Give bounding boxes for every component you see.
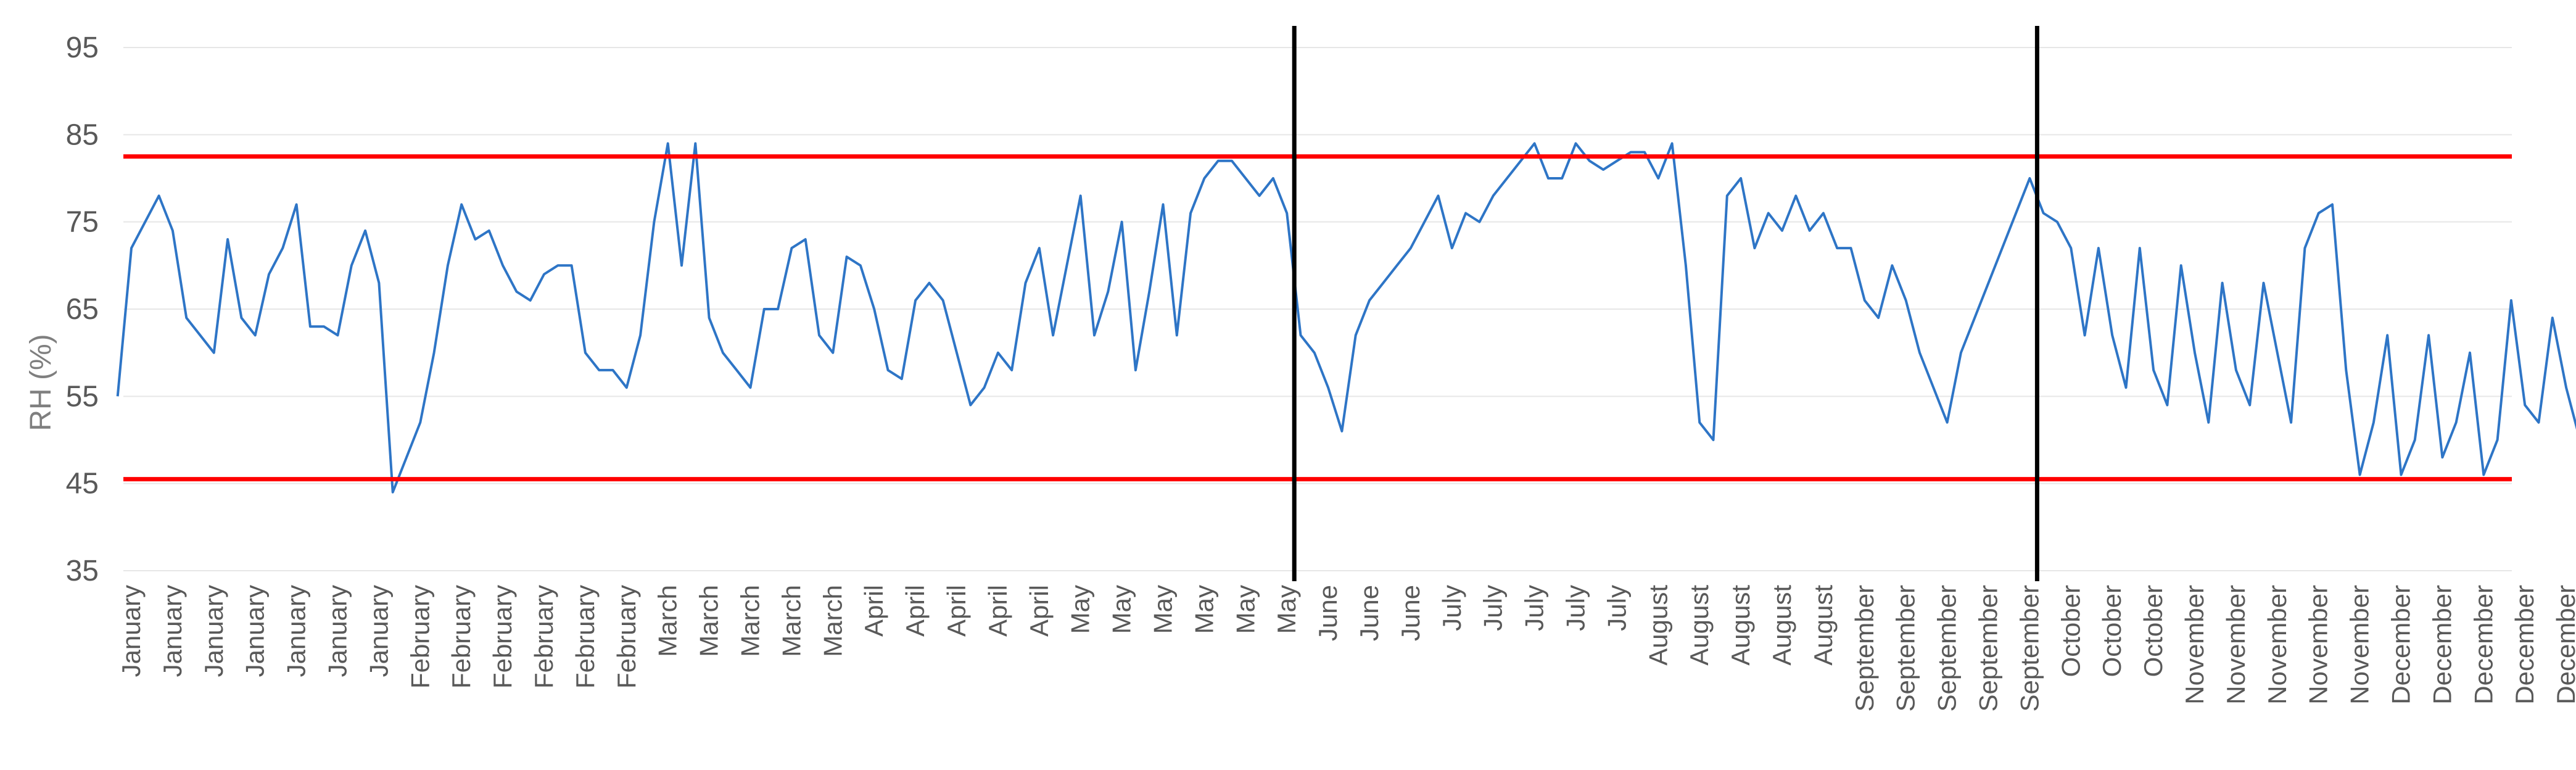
x-tick-label: October — [2139, 585, 2168, 677]
x-tick-label: June — [1355, 585, 1384, 641]
x-tick-label: October — [2097, 585, 2126, 677]
x-tick-label: April — [983, 585, 1012, 637]
x-tick-label: July — [1520, 585, 1549, 631]
x-tick-label: August — [1726, 585, 1755, 666]
x-tick-label: December — [2469, 585, 2498, 705]
y-axis-label: RH (%) — [25, 334, 57, 431]
x-tick-label: May — [1066, 585, 1095, 634]
x-tick-label: November — [2221, 585, 2250, 705]
x-tick-label: February — [529, 585, 558, 689]
x-tick-label: November — [2304, 585, 2333, 705]
x-tick-label: May — [1272, 585, 1301, 634]
y-tick-label: 75 — [66, 206, 99, 239]
x-tick-label: December — [2551, 585, 2576, 705]
x-tick-label: March — [777, 585, 806, 657]
x-tick-label: June — [1396, 585, 1425, 641]
x-tick-label: January — [364, 585, 393, 677]
x-tick-label: April — [859, 585, 888, 637]
x-tick-label: January — [282, 585, 311, 677]
x-tick-label: January — [117, 585, 146, 677]
gridlines — [123, 47, 2512, 571]
y-tick-label: 35 — [66, 555, 99, 587]
x-tick-label: March — [695, 585, 724, 657]
x-tick-label: May — [1149, 585, 1178, 634]
x-tick-label: December — [2387, 585, 2416, 705]
x-tick-label: March — [818, 585, 847, 657]
x-tick-label: February — [488, 585, 517, 689]
x-tick-label: February — [447, 585, 476, 689]
x-tick-label: August — [1685, 585, 1714, 666]
x-tick-label: September — [1933, 585, 1962, 711]
x-tick-label: September — [2015, 585, 2044, 711]
vertical-reference-lines — [1292, 26, 2039, 581]
x-tick-label: January — [158, 585, 187, 677]
x-tick-label: July — [1437, 585, 1466, 631]
x-tick-label: August — [1767, 585, 1796, 666]
x-tick-label: January — [199, 585, 228, 677]
x-tick-label: July — [1479, 585, 1508, 631]
y-tick-label: 65 — [66, 293, 99, 326]
horizontal-reference-lines — [123, 154, 2512, 482]
x-tick-label: March — [736, 585, 765, 657]
series-group — [116, 142, 2576, 494]
x-tick-label: September — [1974, 585, 2003, 711]
x-tick-label: December — [2510, 585, 2539, 705]
x-tick-label: November — [2180, 585, 2209, 705]
y-tick-labels: 35 45 55 65 75 85 95 — [66, 31, 99, 587]
y-tick-label: 95 — [66, 31, 99, 64]
x-tick-label: May — [1231, 585, 1260, 634]
x-tick-label: November — [2345, 585, 2374, 705]
x-tick-label: May — [1107, 585, 1136, 634]
x-tick-label: December — [2427, 585, 2456, 705]
x-tick-label: September — [1891, 585, 1920, 711]
x-tick-label: October — [2056, 585, 2085, 677]
x-tick-label: May — [1189, 585, 1218, 634]
y-tick-label: 45 — [66, 468, 99, 500]
x-tick-label: August — [1643, 585, 1672, 666]
y-tick-label: 85 — [66, 118, 99, 151]
x-tick-label: April — [1025, 585, 1054, 637]
x-tick-label: April — [942, 585, 971, 637]
x-tick-label: April — [901, 585, 930, 637]
x-tick-label: July — [1602, 585, 1631, 631]
x-tick-label: March — [653, 585, 682, 657]
x-tick-label: February — [405, 585, 434, 689]
x-tick-label: September — [1850, 585, 1879, 711]
x-tick-label: August — [1809, 585, 1838, 666]
x-tick-label: February — [571, 585, 600, 689]
x-tick-label: January — [323, 585, 352, 677]
rh-series-line — [116, 142, 2576, 494]
x-tick-label: November — [2263, 585, 2292, 705]
x-tick-label: June — [1313, 585, 1342, 641]
x-tick-label: July — [1561, 585, 1590, 631]
y-tick-label: 55 — [66, 380, 99, 413]
x-tick-label: January — [241, 585, 270, 677]
x-tick-label: February — [612, 585, 641, 689]
x-tick-labels: January January January January January Janua… — [117, 585, 2576, 712]
